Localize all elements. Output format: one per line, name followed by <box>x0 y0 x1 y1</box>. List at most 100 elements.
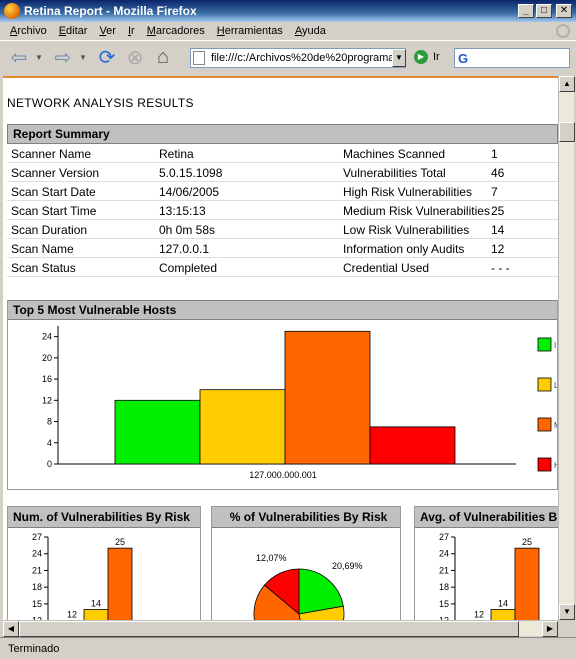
y-tick-label: 12 <box>439 616 449 620</box>
summary-value2: 25 <box>491 204 505 218</box>
bar-value-label: 12 <box>474 610 484 620</box>
summary-row: Scan Start Time 13:15:13 Medium Risk Vulne… <box>7 201 558 220</box>
maximize-button[interactable]: □ <box>536 4 552 18</box>
num-by-risk-heading: Num. of Vulnerabilities By Risk <box>7 506 201 528</box>
y-tick-label: 0 <box>47 459 52 469</box>
y-tick-label: 21 <box>32 565 42 575</box>
summary-label: Scanner Version <box>11 166 100 180</box>
url-dropdown-icon[interactable]: ▼ <box>392 49 406 67</box>
status-bar: Terminado <box>0 637 576 659</box>
avg-by-risk-chart: 12 15 18 21 24 27 12 14 25 <box>439 532 540 620</box>
reload-icon[interactable]: ⟳ <box>98 47 116 69</box>
bar <box>514 547 540 620</box>
summary-label2: Machines Scanned <box>343 147 446 161</box>
search-input[interactable]: G <box>454 48 570 68</box>
avg-by-risk-box: 12 15 18 21 24 27 12 14 25 <box>414 506 558 620</box>
legend-label: H <box>554 461 557 470</box>
summary-row: Scan Name 127.0.0.1 Information only Audit… <box>7 239 558 258</box>
y-tick-label: 24 <box>42 332 52 342</box>
summary-value: 13:15:13 <box>159 204 206 218</box>
summary-label2: Low Risk Vulnerabilities <box>343 223 470 237</box>
summary-table: Scanner Name Retina Machines Scanned 1 Scann… <box>7 144 558 277</box>
menu-ir[interactable]: Ir <box>127 25 135 37</box>
pct-by-risk-heading: % of Vulnerabilities By Risk <box>211 506 401 528</box>
google-icon: G <box>458 50 469 66</box>
y-tick-label: 12 <box>42 395 52 405</box>
pie-slice-label: 12,07% <box>256 553 287 563</box>
summary-value2: 7 <box>491 185 498 199</box>
num-by-risk-box: 12 15 18 21 24 27 12 14 25 <box>7 506 201 620</box>
summary-row: Scan Duration 0h 0m 58s Low Risk Vulnerabi… <box>7 220 558 239</box>
pie-slice <box>263 568 300 615</box>
summary-label2: Information only Audits <box>343 242 465 256</box>
minimize-button[interactable]: _ <box>518 4 534 18</box>
report-title: NETWORK ANALYSIS RESULTS <box>7 96 194 110</box>
y-tick-label: 27 <box>439 532 449 542</box>
horizontal-scrollbar[interactable]: ◀ ▶ <box>3 620 558 637</box>
scroll-left-icon[interactable]: ◀ <box>3 621 19 637</box>
top-hosts-chart-box: 0 4 8 12 16 20 24 127.000.000.001 I L M H <box>7 300 558 490</box>
legend-label: L <box>554 381 557 390</box>
summary-value: 127.0.0.1 <box>159 242 210 256</box>
menu-ver[interactable]: Ver <box>99 25 116 37</box>
summary-value: 14/06/2005 <box>159 185 220 199</box>
menu-ayuda[interactable]: Ayuda <box>294 25 326 37</box>
summary-label2: Vulnerabilities Total <box>343 166 446 180</box>
pie-slice <box>298 568 344 615</box>
menu-archivo[interactable]: Archivo <box>10 25 47 37</box>
y-tick-label: 24 <box>439 549 449 559</box>
bar <box>83 609 109 620</box>
bar-value-label: 14 <box>91 598 101 608</box>
home-icon[interactable]: ⌂ <box>156 46 170 68</box>
window-title: Retina Report - Mozilla Firefox <box>24 4 197 18</box>
y-tick-label: 15 <box>439 599 449 609</box>
pie-slice-label: 20,69% <box>332 561 363 571</box>
top-hosts-heading: Top 5 Most Vulnerable Hosts <box>7 300 558 320</box>
forward-dropdown-icon[interactable]: ▼ <box>79 53 87 62</box>
y-tick-label: 20 <box>42 353 52 363</box>
summary-value: 5.0.15.1098 <box>159 166 223 180</box>
summary-label: Scan Start Time <box>11 204 97 218</box>
menu-marcadores[interactable]: Marcadores <box>146 25 205 37</box>
y-tick-label: 8 <box>47 417 52 427</box>
forward-arrow-icon[interactable]: ⇨ <box>54 47 72 69</box>
legend-swatch <box>537 457 552 472</box>
menu-herramientas[interactable]: Herramientas <box>216 25 283 37</box>
summary-label2: Medium Risk Vulnerabilities <box>343 204 490 218</box>
summary-value2: - - - <box>491 261 510 275</box>
vertical-scroll-thumb[interactable] <box>559 122 575 142</box>
bar-value-label: 25 <box>522 537 532 547</box>
summary-row: Scanner Version 5.0.15.1098 Vulnerabilitie… <box>7 163 558 182</box>
go-label: Ir <box>433 51 440 63</box>
summary-label: Scan Status <box>11 261 76 275</box>
go-arrow-icon: ▶ <box>414 50 428 64</box>
back-dropdown-icon[interactable]: ▼ <box>35 53 43 62</box>
go-button[interactable]: ▶ Ir <box>414 50 440 64</box>
navigation-toolbar: ⇦ ▼ ⇨ ▼ ⟳ ⊗ ⌂ <box>0 40 576 74</box>
scroll-right-icon[interactable]: ▶ <box>542 621 558 637</box>
horizontal-scroll-thumb[interactable] <box>19 621 519 637</box>
page-icon <box>193 51 205 65</box>
scroll-up-icon[interactable]: ▲ <box>559 76 575 92</box>
stop-icon[interactable]: ⊗ <box>126 47 144 69</box>
summary-value: Completed <box>159 261 218 275</box>
url-bar[interactable]: file:///c:/Archivos%20de%20programa/e <box>190 48 406 68</box>
legend-label: M <box>554 421 557 430</box>
pct-by-risk-box: 12,07% 20,69% <box>211 506 401 620</box>
bar <box>107 547 133 620</box>
pct-by-risk-chart: 12,07% 20,69% <box>253 553 363 620</box>
summary-label: Scan Name <box>11 242 74 256</box>
y-tick-label: 27 <box>32 532 42 542</box>
summary-value2: 46 <box>491 166 505 180</box>
summary-row: Scanner Name Retina Machines Scanned 1 <box>7 144 558 163</box>
bar <box>199 389 286 465</box>
bar-value-label: 12 <box>67 610 77 620</box>
menu-editar[interactable]: Editar <box>58 25 88 37</box>
back-arrow-icon[interactable]: ⇦ <box>10 47 28 69</box>
legend-swatch <box>537 377 552 392</box>
vertical-scrollbar[interactable]: ▲ ▼ <box>558 76 575 620</box>
close-button[interactable]: ✕ <box>556 4 572 18</box>
scroll-down-icon[interactable]: ▼ <box>559 604 575 620</box>
summary-value2: 1 <box>491 147 498 161</box>
status-text: Terminado <box>8 642 60 655</box>
